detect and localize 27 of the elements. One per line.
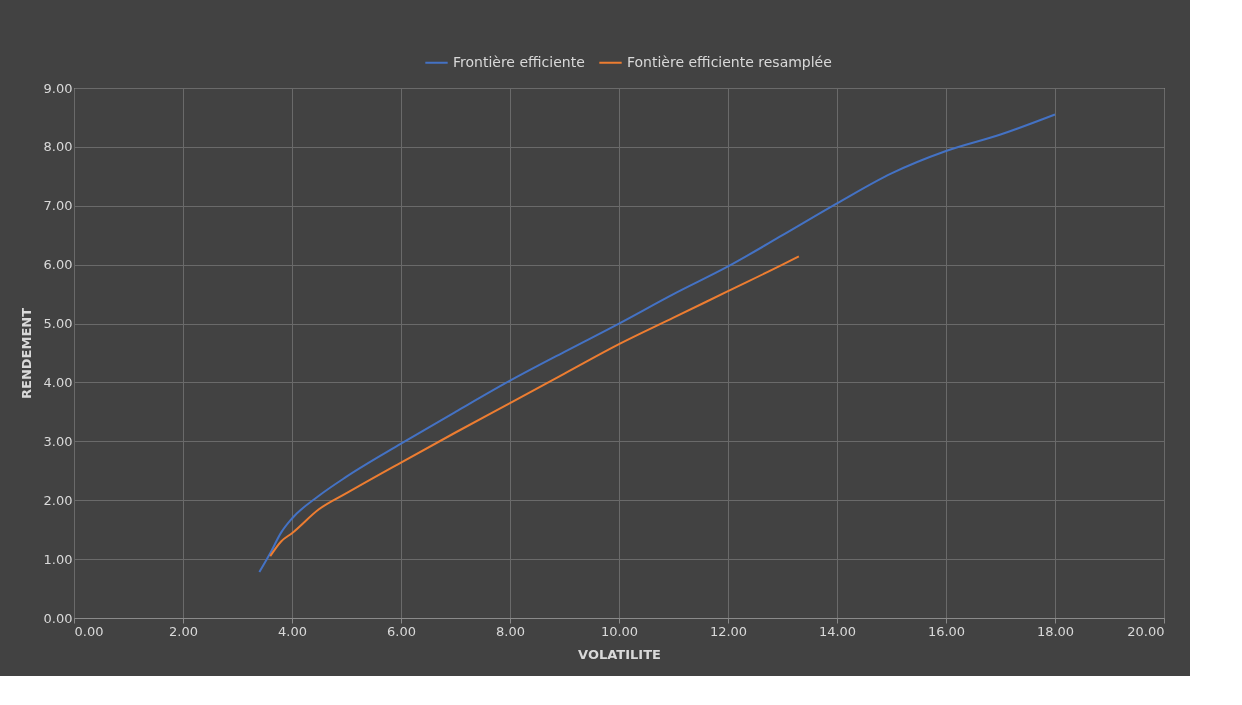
y-axis-title: RENDEMENT <box>18 307 34 400</box>
y-tick-label: 9.00 <box>43 80 73 96</box>
x-tick-label: 0.00 <box>74 623 104 639</box>
x-tick-label: 16.00 <box>927 623 966 639</box>
x-tick-label: 20.00 <box>1127 623 1165 639</box>
y-tick-label: 2.00 <box>43 492 73 508</box>
y-tick-label: 4.00 <box>43 374 73 390</box>
x-tick-label: 14.00 <box>818 623 857 639</box>
x-tick-label: 10.00 <box>600 623 639 639</box>
line-series <box>258 113 1056 574</box>
x-tick-label: 4.00 <box>278 623 307 639</box>
legend-label: Frontière efficiente <box>453 53 585 70</box>
x-tick-label: 2.00 <box>169 623 198 639</box>
y-tick-label: 8.00 <box>43 139 73 155</box>
y-tick-label: 5.00 <box>43 316 73 332</box>
x-tick-label: 8.00 <box>496 623 525 639</box>
y-tick-label: 6.00 <box>43 257 73 273</box>
x-tick-label: 12.00 <box>709 623 748 639</box>
x-tick-label: 18.00 <box>1036 623 1075 639</box>
y-tick-label: 0.00 <box>43 610 73 626</box>
y-tick-label: 7.00 <box>43 198 73 214</box>
legend-label: Fontière efficiente resamplée <box>627 53 832 70</box>
y-tick-label: 1.00 <box>43 551 73 567</box>
x-tick-label: 6.00 <box>387 623 416 639</box>
x-axis-title: VOLATILITE <box>578 646 661 662</box>
line-series <box>269 255 800 558</box>
y-tick-label: 3.00 <box>43 433 73 449</box>
